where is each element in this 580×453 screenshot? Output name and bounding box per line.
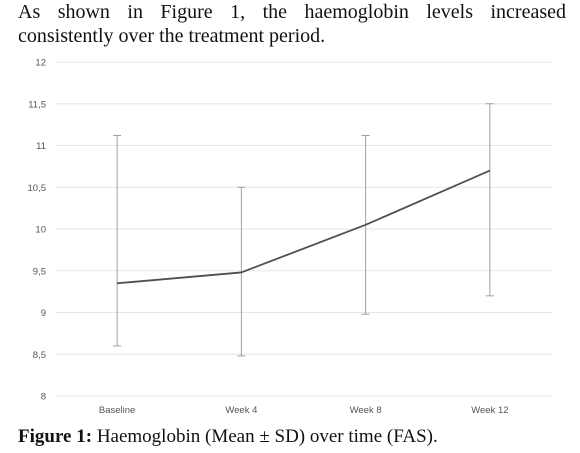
y-tick-label: 10,5: [28, 183, 47, 194]
y-tick-label: 8: [41, 392, 46, 403]
x-tick-label: Week 12: [471, 405, 508, 416]
y-tick-label: 9: [41, 308, 46, 319]
caption-label: Figure 1:: [18, 426, 93, 447]
mean-series: [117, 169, 491, 285]
x-tick-label: Week 8: [350, 405, 382, 416]
intro-paragraph: As shown in Figure 1, the haemoglobin le…: [18, 1, 566, 47]
mean-line: [117, 169, 491, 285]
y-tick-label: 12: [35, 58, 46, 69]
y-tick-label: 11,5: [28, 99, 46, 110]
grid-lines: [55, 61, 552, 397]
caption-text: Haemoglobin (Mean ± SD) over time (FAS).: [92, 426, 438, 447]
y-tick-label: 11: [36, 141, 46, 152]
y-axis-ticks: 8 8,5 9 9,5 10 10,5 11 11,5 12: [28, 58, 47, 403]
y-tick-label: 8,5: [33, 350, 46, 361]
figure-caption: Figure 1: Haemoglobin (Mean ± SD) over t…: [18, 426, 438, 448]
x-axis-ticks: Baseline Week 4 Week 8 Week 12: [99, 405, 509, 416]
error-bars: [113, 103, 494, 357]
haemoglobin-chart: 8 8,5 9 9,5 10 10,5 11 11,5 12 Baseline Week 4 Wee…: [0, 50, 580, 422]
chart-canvas: 8 8,5 9 9,5 10 10,5 11 11,5 12 Baseline Week 4 Wee…: [28, 58, 552, 416]
y-tick-label: 9,5: [33, 266, 46, 277]
x-tick-label: Week 4: [225, 405, 257, 416]
y-tick-label: 10: [35, 225, 46, 236]
x-tick-label: Baseline: [99, 405, 135, 416]
